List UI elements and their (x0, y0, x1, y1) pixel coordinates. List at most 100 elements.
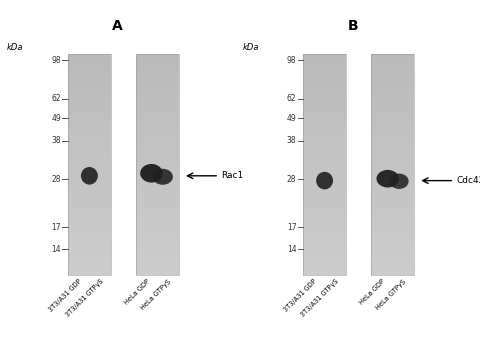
Bar (371, 266, 414, 270)
Bar (303, 272, 346, 275)
Bar (68, 217, 111, 220)
Bar (136, 117, 179, 120)
Bar (68, 78, 111, 82)
Bar (371, 208, 414, 212)
Bar (68, 90, 111, 93)
Bar (68, 137, 111, 140)
Ellipse shape (316, 172, 333, 189)
Bar (136, 78, 179, 82)
Bar (136, 195, 179, 198)
Bar (136, 98, 179, 101)
Bar (303, 217, 346, 220)
Bar (371, 181, 414, 184)
Bar (136, 211, 179, 214)
Bar (68, 101, 111, 104)
Bar (136, 81, 179, 85)
Bar (68, 225, 111, 228)
Bar (136, 126, 179, 129)
Bar (303, 264, 346, 267)
Bar (68, 261, 111, 264)
Bar (136, 90, 179, 93)
Bar (303, 139, 346, 143)
Bar (136, 247, 179, 250)
Bar (68, 139, 111, 143)
Bar (303, 195, 346, 198)
Bar (371, 145, 414, 148)
Bar (303, 184, 346, 187)
Bar (303, 54, 346, 275)
Bar (68, 170, 111, 173)
Bar (68, 148, 111, 151)
Bar (303, 93, 346, 95)
Bar (68, 247, 111, 250)
Bar (68, 206, 111, 209)
Bar (371, 195, 414, 198)
Bar (371, 65, 414, 68)
Bar (68, 81, 111, 85)
Bar (371, 153, 414, 156)
Bar (136, 134, 179, 137)
Text: A: A (112, 19, 123, 33)
Bar (136, 233, 179, 237)
Text: kDa: kDa (7, 43, 24, 52)
Bar (68, 162, 111, 165)
Bar (303, 134, 346, 137)
Bar (68, 244, 111, 247)
Bar (136, 206, 179, 209)
Bar (303, 84, 346, 87)
Bar (68, 236, 111, 239)
Bar (303, 112, 346, 115)
Bar (68, 256, 111, 258)
Bar (371, 206, 414, 209)
Ellipse shape (81, 167, 98, 185)
Text: 14: 14 (287, 245, 296, 254)
Bar (371, 244, 414, 247)
Bar (303, 211, 346, 214)
Bar (136, 112, 179, 115)
Bar (136, 137, 179, 140)
Bar (371, 220, 414, 222)
Bar (303, 239, 346, 242)
Bar (136, 217, 179, 220)
Bar (136, 156, 179, 159)
Bar (371, 236, 414, 239)
Bar (68, 222, 111, 225)
Bar (68, 214, 111, 217)
Text: 14: 14 (51, 245, 61, 254)
Bar (136, 184, 179, 187)
Bar (68, 203, 111, 206)
Bar (371, 103, 414, 107)
Bar (303, 62, 346, 65)
Bar (371, 78, 414, 82)
Bar (371, 84, 414, 87)
Bar (68, 93, 111, 95)
Bar (303, 59, 346, 62)
Bar (68, 70, 111, 73)
Bar (371, 211, 414, 214)
Bar (303, 87, 346, 90)
Bar (371, 258, 414, 261)
Bar (68, 54, 111, 275)
Bar (303, 206, 346, 209)
Bar (303, 261, 346, 264)
Bar (136, 84, 179, 87)
Bar (68, 120, 111, 123)
Bar (136, 175, 179, 179)
Bar (303, 145, 346, 148)
Bar (136, 181, 179, 184)
Bar (136, 131, 179, 134)
Bar (371, 59, 414, 62)
Ellipse shape (153, 169, 173, 185)
Text: HeLa GTPγS: HeLa GTPγS (375, 278, 407, 311)
Bar (136, 68, 179, 71)
Bar (68, 65, 111, 68)
Bar (136, 203, 179, 206)
Bar (371, 184, 414, 187)
Bar (68, 233, 111, 237)
Bar (371, 217, 414, 220)
Bar (136, 225, 179, 228)
Bar (371, 87, 414, 90)
Bar (371, 123, 414, 126)
Bar (68, 117, 111, 120)
Bar (371, 54, 414, 275)
